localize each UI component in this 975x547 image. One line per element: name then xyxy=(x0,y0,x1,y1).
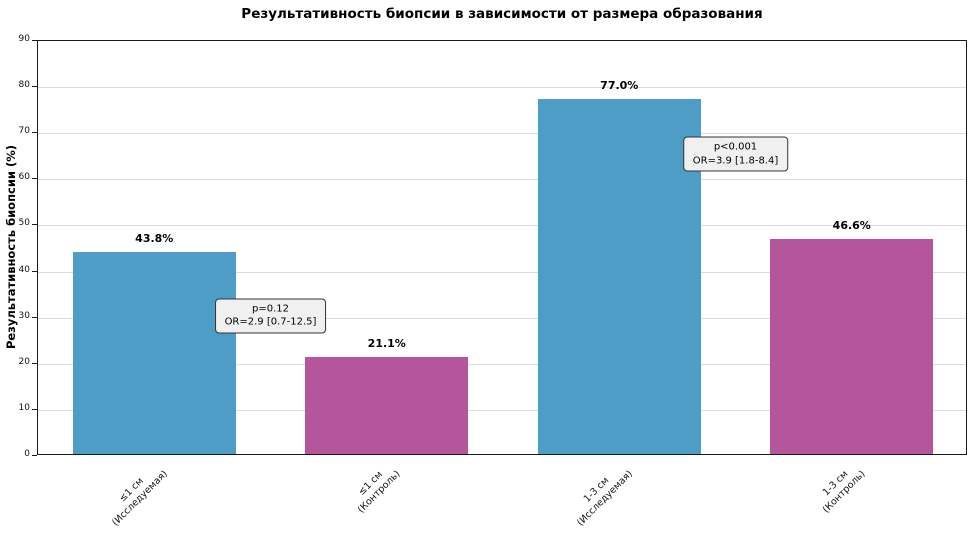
bar-3 xyxy=(770,239,933,454)
annotation-box-1: p<0.001 OR=3.9 [1.8-8.4] xyxy=(682,136,789,172)
y-tick-label: 10 xyxy=(18,402,30,413)
bar-value-label: 43.8% xyxy=(135,232,174,245)
annotation-box-0: p=0.12 OR=2.9 [0.7-12.5] xyxy=(214,298,327,334)
y-tick-mark xyxy=(32,86,37,88)
x-tick-label: 1-3 см (Исследуемая) xyxy=(574,468,635,529)
y-tick-mark xyxy=(32,132,37,134)
bar-2 xyxy=(538,99,701,454)
y-tick-label: 0 xyxy=(24,449,30,459)
y-tick-label: 40 xyxy=(18,264,30,275)
gridline xyxy=(38,409,966,411)
gridline xyxy=(38,363,966,365)
y-tick-label: 60 xyxy=(18,172,30,183)
gridline xyxy=(38,133,966,135)
y-tick-mark xyxy=(32,408,37,410)
chart-title: Результативность биопсии в зависимости о… xyxy=(241,6,763,22)
y-tick-mark xyxy=(32,178,37,180)
x-tick-label: ≤1 см (Исследуемая) xyxy=(109,468,170,529)
y-tick-mark xyxy=(32,362,37,364)
y-tick-mark xyxy=(32,270,37,272)
gridline xyxy=(38,317,966,319)
y-axis-label-wrap: Результативность биопсии (%) xyxy=(2,40,20,455)
bar-value-label: 46.6% xyxy=(832,219,871,232)
bar-1 xyxy=(305,357,468,454)
gridline xyxy=(38,271,966,273)
y-tick-mark xyxy=(32,316,37,318)
gridline xyxy=(38,179,966,181)
bar-0 xyxy=(73,252,236,454)
plot-area: 43.8% 21.1% 77.0% 46.6% p=0.12 OR=2.9 [0.7-1… xyxy=(37,40,967,455)
y-tick-mark xyxy=(32,40,37,41)
y-tick-mark xyxy=(32,224,37,226)
x-tick-label: 1-3 см (Контроль) xyxy=(820,468,868,516)
y-tick-label: 30 xyxy=(18,310,30,321)
y-tick-label: 20 xyxy=(18,356,30,367)
y-tick-label: 50 xyxy=(18,218,30,229)
y-tick-mark xyxy=(32,455,37,456)
y-tick-label: 90 xyxy=(18,34,30,44)
bar-value-label: 77.0% xyxy=(600,79,639,92)
gridline xyxy=(38,87,966,89)
x-tick-label: ≤1 см (Контроль) xyxy=(355,468,403,516)
gridline xyxy=(38,225,966,227)
bar-value-label: 21.1% xyxy=(367,337,406,350)
y-tick-label: 70 xyxy=(18,126,30,137)
y-tick-label: 80 xyxy=(18,80,30,91)
